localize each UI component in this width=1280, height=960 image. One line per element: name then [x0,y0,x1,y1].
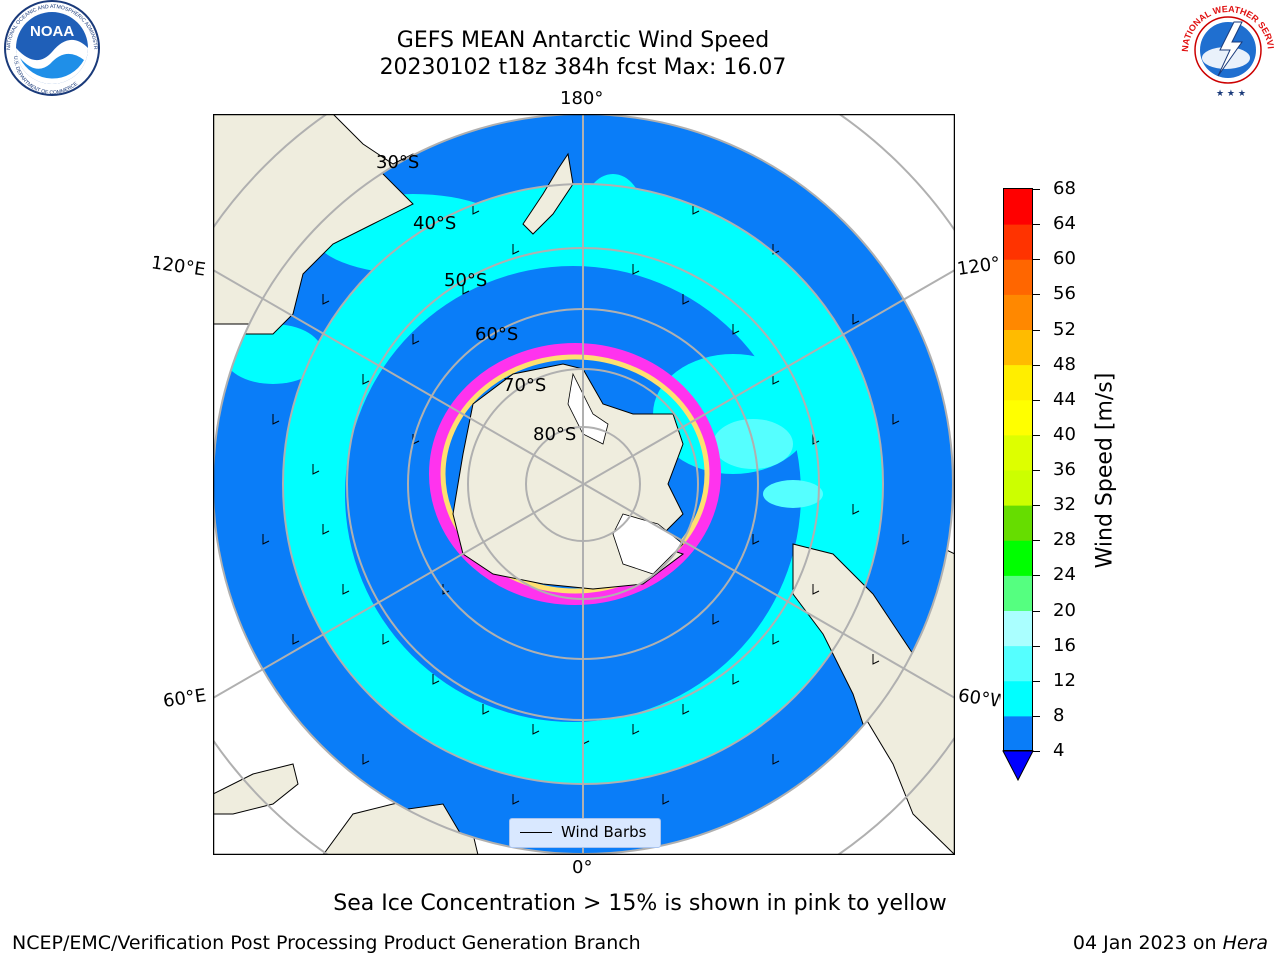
colorbar-segment [1003,364,1033,401]
colorbar-tick-label: 56 [1053,283,1076,305]
polar-map [213,114,955,855]
colorbar-tick-label: 16 [1053,634,1076,656]
new-zealand-land [522,152,574,235]
colorbar-tick-mark [1032,189,1040,190]
colorbar-segments [1003,189,1033,752]
colorbar-segment [1003,434,1033,471]
colorbar-tick-mark [1032,470,1040,471]
wind-barbs-legend-label: Wind Barbs [561,823,647,841]
colorbar-tick-mark [1032,224,1040,226]
footer-host: Hera [1222,932,1268,954]
colorbar-extend [1002,750,1034,782]
colorbar-tick-label: 44 [1053,388,1076,410]
colorbar-segment [1003,224,1033,260]
colorbar-tick-label: 68 [1053,178,1076,199]
lat-label-60s: 60°S [475,324,519,345]
lat-label-40s: 40°S [413,213,457,234]
colorbar-segment [1003,259,1033,295]
colorbar-segment [1003,610,1033,647]
colorbar-segment [1003,715,1033,752]
footer-left: NCEP/EMC/Verification Post Processing Pr… [12,932,641,954]
lon-label-0: 0° [572,857,593,878]
colorbar-tick-label: 4 [1053,740,1065,761]
colorbar-segment [1003,505,1033,541]
colorbar-segment [1003,329,1033,366]
lat-label-70s: 70°S [503,375,547,396]
colorbar-tick-mark [1032,364,1040,366]
colorbar-tick-label: 40 [1053,423,1076,445]
colorbar-tick-mark [1032,434,1040,436]
lon-label-60w: 60°W [956,685,1002,712]
colorbar-segment [1003,189,1033,225]
colorbar-segment [1003,645,1033,682]
chart-title: GEFS MEAN Antarctic Wind Speed [396,28,770,53]
colorbar-segment [1003,470,1033,506]
colorbar-tick-label: 52 [1053,318,1076,340]
svg-text:★ ★ ★: ★ ★ ★ [1216,89,1246,99]
colorbar-tick-mark [1032,399,1040,401]
colorbar-tick-mark [1032,259,1040,261]
colorbar-tick-mark [1032,715,1040,717]
lat-label-80s: 80°S [533,424,577,445]
colorbar-tick-label: 32 [1053,494,1076,516]
colorbar-segment [1003,294,1033,330]
colorbar-tick-mark [1032,645,1040,647]
madagascar-land [213,763,299,815]
colorbar [1002,188,1034,782]
colorbar-tick-mark [1032,540,1040,542]
colorbar-segment [1003,575,1033,611]
lat-label-30s: 30°S [376,152,420,173]
colorbar-tick-mark [1032,610,1040,612]
sea-ice-note: Sea Ice Concentration > 15% is shown in … [333,891,947,916]
wind-barbs-legend: Wind Barbs [509,818,661,848]
colorbar-tick-label: 60 [1053,248,1076,270]
noaa-logo: NOAA NATIONAL OCEANIC AND ATMOSPHERIC AD… [0,0,100,96]
footer-right: 04 Jan 2023 on Hera [1073,932,1268,954]
wind-barbs-legend-line [520,832,552,833]
colorbar-tick-mark [1032,505,1040,507]
colorbar-tick-label: 48 [1053,353,1076,375]
nws-logo: NATIONAL WEATHER SERVICE ★ ★ ★ [1176,0,1276,99]
colorbar-tick-label: 8 [1053,704,1065,726]
lon-label-60e: 60°E [161,685,208,712]
footer-date: 04 Jan 2023 on [1072,932,1223,954]
colorbar-tick-mark [1032,294,1040,296]
colorbar-tick-mark [1032,575,1040,577]
colorbar-segment [1003,540,1033,576]
noaa-logo-text: NOAA [30,23,74,40]
lon-label-180: 180° [560,88,604,109]
lon-label-120e: 120°E [149,252,207,281]
chart-subtitle-run: 20230102 t18z 384h fcst Max: 16.07 [379,55,787,80]
colorbar-tick-label: 20 [1053,599,1076,621]
colorbar-tick-mark [1032,751,1040,752]
lat-label-50s: 50°S [444,270,488,291]
colorbar-tick-mark [1032,680,1040,682]
colorbar-segment [1003,399,1033,436]
lon-label-120w: 120°W [955,253,1002,280]
colorbar-tick-label: 28 [1053,529,1076,551]
colorbar-tick-label: 36 [1053,459,1076,480]
colorbar-tick-mark [1032,329,1040,331]
colorbar-segment [1003,680,1033,717]
colorbar-label: Wind Speed [m/s] [1092,372,1118,569]
colorbar-tick-label: 12 [1053,669,1076,691]
colorbar-tick-label: 64 [1053,213,1076,235]
colorbar-tick-label: 24 [1053,564,1076,586]
